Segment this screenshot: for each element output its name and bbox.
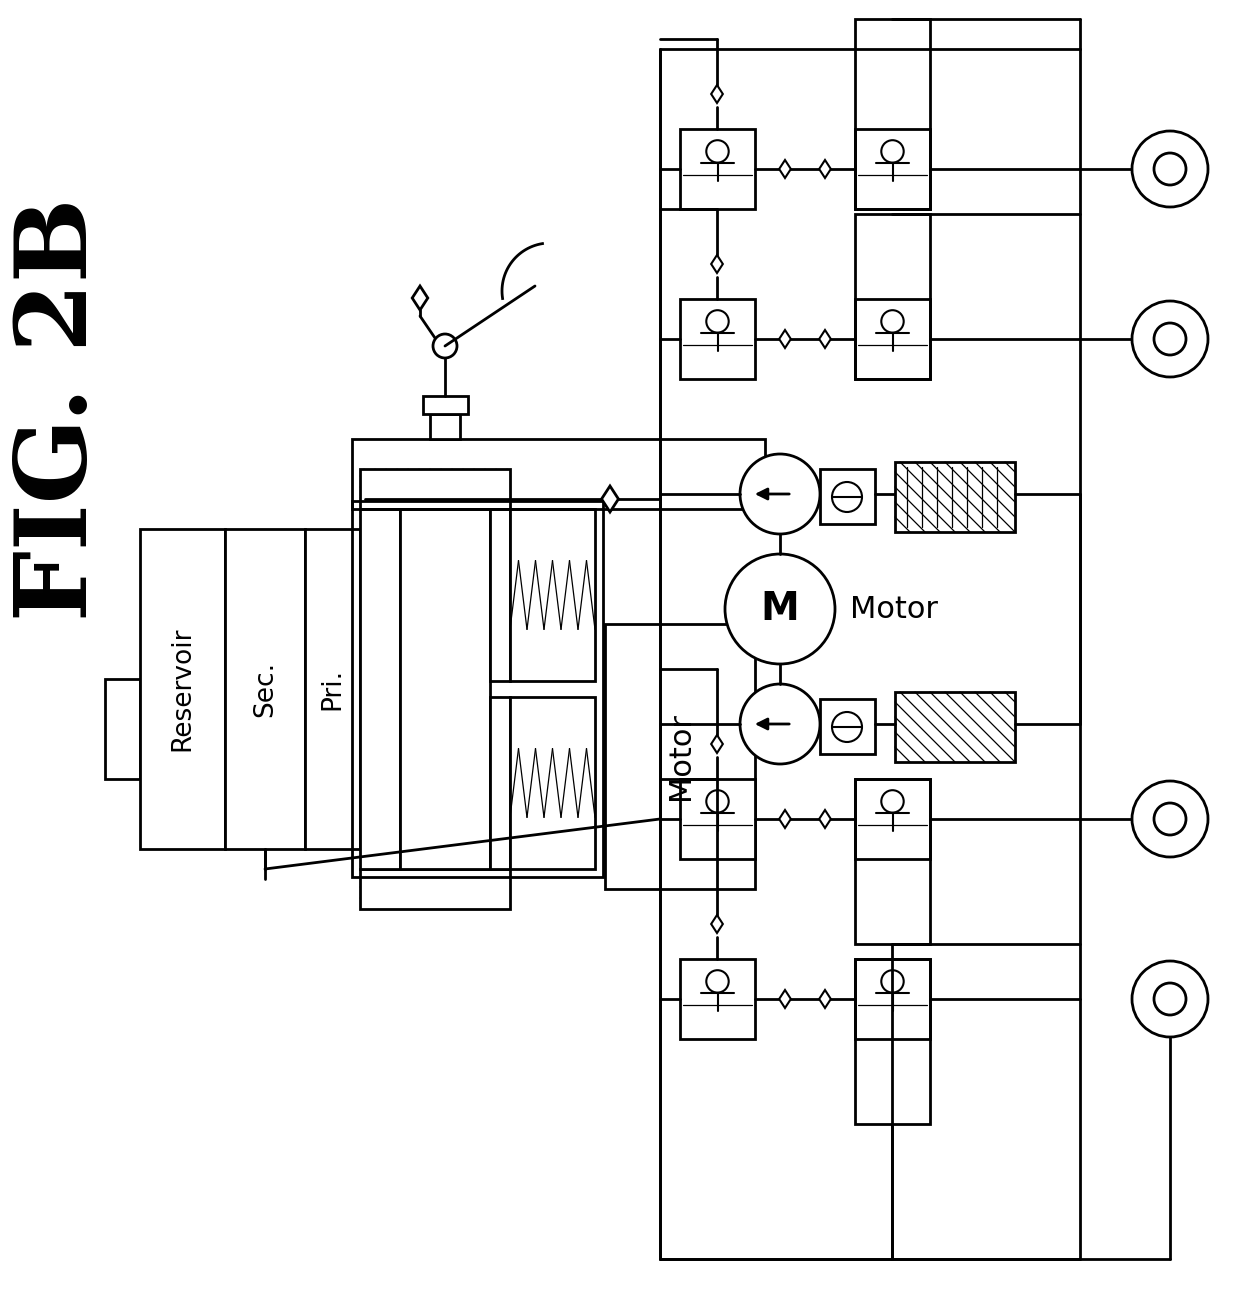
Polygon shape — [412, 285, 428, 310]
Bar — [680, 959, 755, 1039]
Polygon shape — [820, 330, 831, 348]
Bar — [820, 699, 875, 754]
Polygon shape — [779, 990, 791, 1008]
Bar — [360, 869, 510, 908]
Text: Motor: Motor — [666, 712, 694, 801]
Circle shape — [1154, 983, 1185, 1014]
Bar — [305, 529, 360, 850]
Bar — [605, 624, 755, 889]
Bar — [140, 529, 224, 850]
Polygon shape — [712, 915, 723, 933]
Bar — [680, 298, 755, 380]
Bar — [352, 439, 765, 509]
Circle shape — [1132, 301, 1208, 377]
Bar — [856, 213, 930, 380]
Circle shape — [832, 482, 862, 512]
Bar — [360, 469, 510, 509]
Text: Reservoir: Reservoir — [170, 627, 196, 751]
Polygon shape — [820, 810, 831, 829]
Bar — [856, 779, 930, 859]
Circle shape — [882, 791, 904, 813]
Bar — [856, 20, 930, 209]
Polygon shape — [712, 255, 723, 274]
Bar — [856, 959, 930, 1039]
Polygon shape — [820, 160, 831, 178]
Circle shape — [1154, 802, 1185, 835]
Circle shape — [433, 334, 458, 357]
Bar — [490, 509, 510, 681]
Circle shape — [1154, 323, 1185, 355]
Circle shape — [707, 310, 729, 332]
Circle shape — [707, 140, 729, 162]
Circle shape — [707, 970, 729, 992]
Circle shape — [1132, 781, 1208, 857]
Bar — [820, 469, 875, 524]
Circle shape — [1132, 961, 1208, 1037]
Bar — [856, 130, 930, 209]
Text: FIG. 2B: FIG. 2B — [11, 198, 109, 620]
Circle shape — [740, 685, 820, 764]
Text: Pri.: Pri. — [320, 668, 346, 709]
Bar — [856, 298, 930, 380]
Bar — [680, 130, 755, 209]
Bar — [856, 959, 930, 1124]
Bar — [680, 779, 755, 859]
Bar — [895, 692, 1016, 762]
Circle shape — [1154, 153, 1185, 185]
Bar — [423, 397, 467, 414]
Polygon shape — [779, 810, 791, 829]
Circle shape — [725, 554, 835, 664]
Bar — [401, 509, 490, 869]
Circle shape — [707, 791, 729, 813]
Polygon shape — [779, 330, 791, 348]
Circle shape — [832, 712, 862, 742]
Circle shape — [882, 140, 904, 162]
Bar — [430, 414, 460, 439]
Circle shape — [1132, 131, 1208, 207]
Polygon shape — [712, 85, 723, 103]
Circle shape — [740, 454, 820, 534]
Bar — [490, 696, 510, 869]
Bar — [360, 509, 401, 869]
Text: Motor: Motor — [849, 594, 937, 623]
Bar — [510, 696, 595, 869]
Bar — [224, 529, 305, 850]
Circle shape — [882, 970, 904, 992]
Polygon shape — [820, 990, 831, 1008]
Bar — [352, 501, 603, 877]
Bar — [895, 462, 1016, 531]
Text: M: M — [760, 590, 800, 628]
Polygon shape — [601, 486, 619, 512]
Polygon shape — [779, 160, 791, 178]
Bar — [105, 679, 140, 779]
Polygon shape — [712, 734, 723, 753]
Bar — [510, 509, 595, 681]
Circle shape — [882, 310, 904, 332]
Text: Sec.: Sec. — [252, 661, 278, 717]
Bar — [856, 779, 930, 944]
